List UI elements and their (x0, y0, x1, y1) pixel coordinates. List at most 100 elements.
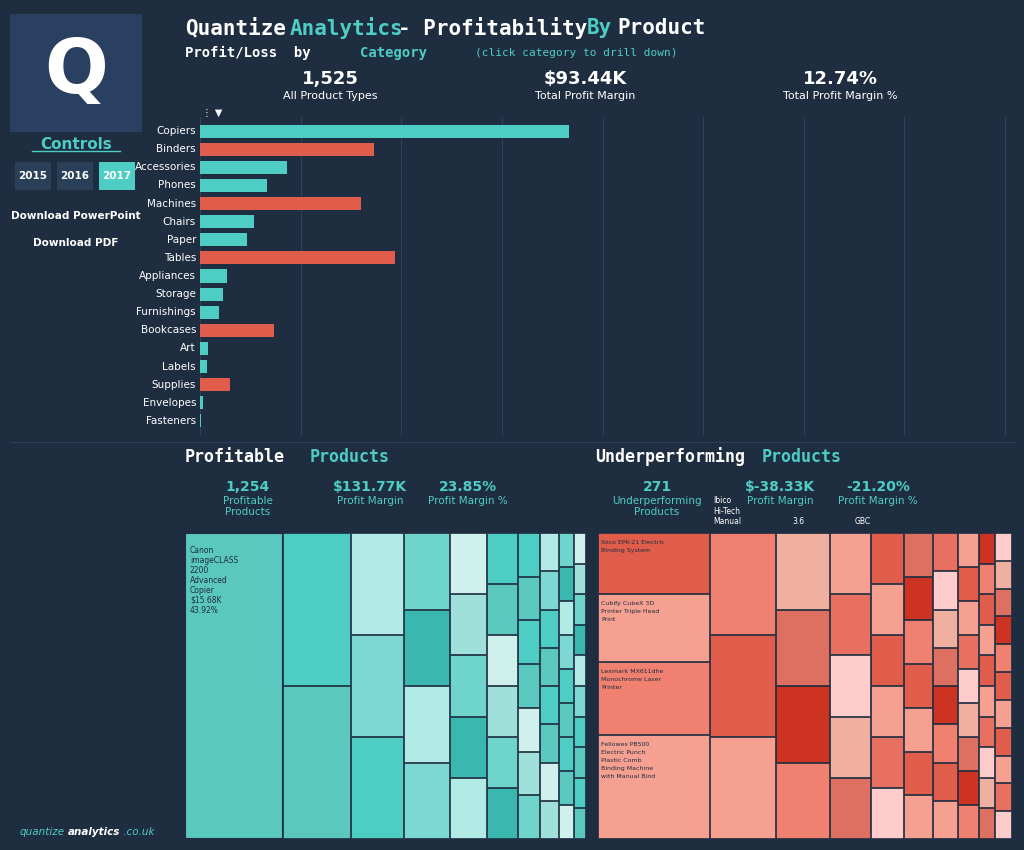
FancyBboxPatch shape (933, 686, 957, 723)
Text: 2200: 2200 (190, 566, 209, 575)
FancyBboxPatch shape (541, 648, 558, 685)
Text: Copier: Copier (190, 586, 215, 595)
FancyBboxPatch shape (776, 686, 828, 762)
FancyBboxPatch shape (598, 661, 709, 734)
Text: Underperforming: Underperforming (595, 447, 745, 467)
Text: analytics: analytics (68, 827, 121, 837)
FancyBboxPatch shape (450, 717, 486, 777)
Text: Controls: Controls (40, 137, 112, 151)
Text: $15.68K: $15.68K (190, 596, 221, 605)
Text: 43.92%: 43.92% (190, 606, 219, 615)
FancyBboxPatch shape (598, 735, 709, 838)
Text: Art: Art (180, 343, 196, 354)
FancyBboxPatch shape (979, 533, 994, 563)
FancyBboxPatch shape (995, 589, 1011, 615)
Text: Monochrome Laser: Monochrome Laser (601, 677, 662, 682)
FancyBboxPatch shape (979, 564, 994, 593)
Text: GBC: GBC (855, 517, 870, 526)
FancyBboxPatch shape (57, 162, 93, 190)
FancyBboxPatch shape (404, 686, 449, 762)
Text: $131.77K: $131.77K (333, 480, 408, 494)
FancyBboxPatch shape (958, 567, 978, 600)
FancyBboxPatch shape (871, 635, 903, 685)
Text: Download PowerPoint: Download PowerPoint (11, 211, 141, 221)
FancyBboxPatch shape (710, 737, 775, 838)
Text: Binding System: Binding System (601, 548, 650, 553)
FancyBboxPatch shape (518, 751, 540, 794)
FancyBboxPatch shape (404, 762, 449, 838)
Text: Cubify CubeX 3D: Cubify CubeX 3D (601, 601, 654, 606)
FancyBboxPatch shape (200, 396, 203, 410)
Text: 3.6: 3.6 (793, 517, 805, 526)
FancyBboxPatch shape (776, 533, 828, 609)
FancyBboxPatch shape (541, 724, 558, 762)
FancyBboxPatch shape (487, 584, 517, 634)
Text: Supplies: Supplies (152, 380, 196, 389)
FancyBboxPatch shape (351, 635, 403, 736)
Text: Binding Machine: Binding Machine (601, 766, 653, 771)
FancyBboxPatch shape (541, 762, 558, 800)
Text: Canon: Canon (190, 546, 214, 555)
FancyBboxPatch shape (541, 571, 558, 609)
FancyBboxPatch shape (904, 533, 932, 575)
FancyBboxPatch shape (598, 594, 709, 660)
FancyBboxPatch shape (995, 533, 1011, 560)
FancyBboxPatch shape (99, 162, 135, 190)
FancyBboxPatch shape (559, 737, 573, 770)
FancyBboxPatch shape (710, 635, 775, 736)
Text: Chairs: Chairs (163, 217, 196, 227)
FancyBboxPatch shape (518, 708, 540, 751)
FancyBboxPatch shape (829, 655, 870, 716)
Text: quantize: quantize (20, 827, 66, 837)
Text: with Manual Bind: with Manual Bind (601, 774, 655, 779)
FancyBboxPatch shape (200, 306, 219, 319)
FancyBboxPatch shape (871, 584, 903, 634)
Text: 1,254: 1,254 (226, 480, 270, 494)
Text: Category: Category (360, 46, 427, 60)
FancyBboxPatch shape (200, 178, 267, 192)
FancyBboxPatch shape (559, 703, 573, 736)
FancyBboxPatch shape (559, 567, 573, 600)
FancyBboxPatch shape (200, 125, 569, 138)
FancyBboxPatch shape (776, 762, 828, 838)
FancyBboxPatch shape (351, 533, 403, 634)
Text: $-38.33K: $-38.33K (744, 480, 815, 494)
FancyBboxPatch shape (487, 635, 517, 685)
FancyBboxPatch shape (559, 805, 573, 838)
Text: imageCLASS: imageCLASS (190, 556, 239, 565)
FancyBboxPatch shape (574, 747, 585, 777)
FancyBboxPatch shape (200, 378, 230, 391)
Text: Products: Products (225, 507, 270, 517)
FancyBboxPatch shape (15, 162, 51, 190)
Text: Total Profit Margin: Total Profit Margin (535, 91, 635, 101)
FancyBboxPatch shape (995, 811, 1011, 838)
FancyBboxPatch shape (200, 215, 254, 228)
Text: Printer: Printer (601, 684, 622, 689)
Text: Furnishings: Furnishings (136, 307, 196, 317)
FancyBboxPatch shape (933, 762, 957, 800)
Text: Labels: Labels (163, 361, 196, 371)
FancyBboxPatch shape (979, 594, 994, 624)
FancyBboxPatch shape (904, 576, 932, 620)
FancyBboxPatch shape (574, 655, 585, 685)
Text: Product: Product (617, 18, 706, 38)
FancyBboxPatch shape (995, 672, 1011, 699)
FancyBboxPatch shape (958, 533, 978, 566)
FancyBboxPatch shape (979, 625, 994, 654)
Text: Profit Margin: Profit Margin (337, 496, 403, 506)
FancyBboxPatch shape (200, 197, 361, 210)
FancyBboxPatch shape (574, 778, 585, 807)
FancyBboxPatch shape (541, 801, 558, 838)
Text: Phones: Phones (159, 180, 196, 190)
FancyBboxPatch shape (200, 161, 287, 173)
Text: Print: Print (601, 617, 615, 622)
Text: .co.uk: .co.uk (120, 827, 155, 837)
FancyBboxPatch shape (829, 778, 870, 838)
FancyBboxPatch shape (995, 728, 1011, 755)
FancyBboxPatch shape (574, 533, 585, 563)
FancyBboxPatch shape (829, 533, 870, 593)
FancyBboxPatch shape (200, 252, 394, 264)
Text: Products: Products (635, 507, 680, 517)
FancyBboxPatch shape (559, 669, 573, 702)
FancyBboxPatch shape (487, 788, 517, 838)
